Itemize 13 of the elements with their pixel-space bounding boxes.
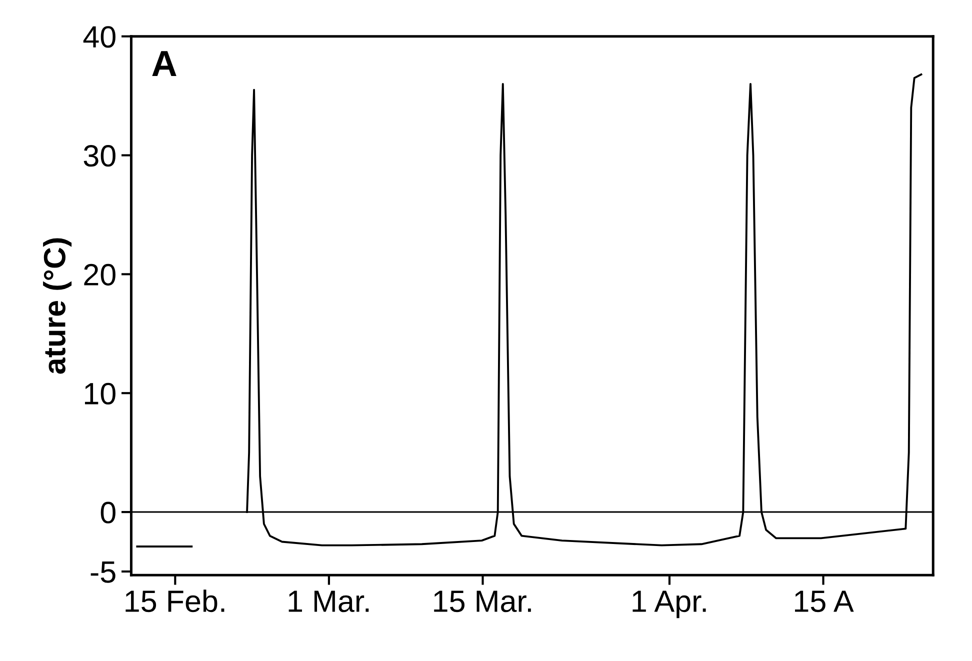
y-axis-title: ature (°C): [43, 238, 72, 374]
y-tick-label: 30: [84, 145, 116, 167]
x-tick-label: 15 Mar.: [434, 590, 531, 612]
y-tick-label: 10: [84, 382, 116, 404]
y-tick-label: -5: [90, 562, 116, 583]
x-tick-label: 1 Mar.: [288, 590, 369, 612]
x-tick-label: 15 A: [795, 590, 854, 612]
x-tick-label: 1 Apr.: [632, 590, 706, 618]
y-tick-label: 0: [100, 502, 116, 524]
y-tick-label: 40: [83, 26, 116, 48]
y-tick-label: 20: [84, 264, 116, 286]
annotation: A: [152, 51, 176, 76]
x-tick-label: 15 Feb.: [126, 590, 224, 612]
